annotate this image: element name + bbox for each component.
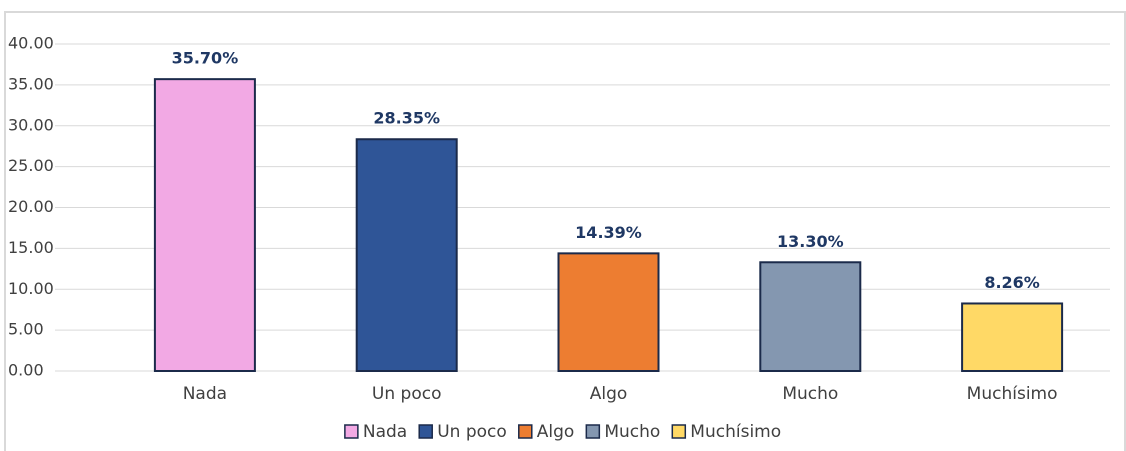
legend-swatch xyxy=(344,424,359,439)
legend-swatch xyxy=(418,424,433,439)
bar xyxy=(557,252,660,373)
x-tick-label: Algo xyxy=(590,384,628,404)
data-label: 35.70% xyxy=(172,49,239,68)
legend-swatch xyxy=(671,424,687,439)
legend-label: Muchísimo xyxy=(690,422,781,442)
legend-label: Un poco xyxy=(437,422,507,442)
y-tick-label: 35.00 xyxy=(8,74,54,93)
bar xyxy=(961,302,1064,372)
legend-swatch xyxy=(585,424,601,439)
bar xyxy=(355,138,458,372)
data-label: 8.26% xyxy=(984,273,1040,292)
y-tick-label: 40.00 xyxy=(8,34,54,53)
legend-swatch xyxy=(518,424,533,439)
x-tick-label: Muchísimo xyxy=(967,384,1058,404)
data-label: 28.35% xyxy=(373,109,440,128)
x-tick-label: Mucho xyxy=(782,384,838,404)
data-label: 13.30% xyxy=(777,232,844,251)
bar xyxy=(759,261,862,372)
y-tick-label: 20.00 xyxy=(8,197,54,216)
chart-frame xyxy=(4,11,1126,451)
y-tick-label: 10.00 xyxy=(8,279,54,298)
x-tick-label: Un poco xyxy=(372,384,442,404)
x-tick-label: Nada xyxy=(183,384,227,404)
legend-label: Mucho xyxy=(604,422,660,442)
data-label: 14.39% xyxy=(575,223,642,242)
y-tick-label: 0.00 xyxy=(8,361,44,380)
y-tick-label: 25.00 xyxy=(8,156,54,175)
bar xyxy=(153,78,256,372)
legend-label: Algo xyxy=(537,422,575,442)
y-tick-label: 5.00 xyxy=(8,320,44,339)
legend-label: Nada xyxy=(363,422,407,442)
y-tick-label: 30.00 xyxy=(8,115,54,134)
y-tick-label: 15.00 xyxy=(8,238,54,257)
